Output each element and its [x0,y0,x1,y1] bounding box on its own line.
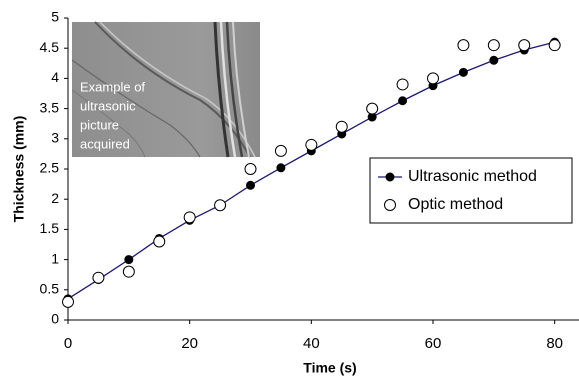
data-point [215,200,226,211]
data-point [275,145,286,156]
y-tick-label: 2 [51,190,59,206]
legend-label: Ultrasonic method [408,168,537,185]
y-tick-label: 2.5 [40,160,60,176]
legend-label: Optic method [408,196,503,213]
data-point [63,296,74,307]
data-point [336,121,347,132]
data-point [245,164,256,175]
x-axis-label: Time (s) [303,360,356,376]
y-tick-label: 0.5 [40,281,60,297]
data-point [488,40,499,51]
data-point [367,103,378,114]
data-point [397,79,408,90]
x-tick-label: 80 [546,335,563,352]
annotation: Example of [80,79,145,94]
data-point [184,212,195,223]
data-point [519,40,530,51]
chart: Time (s) Thickness (mm) Example of ultras… [0,0,579,378]
data-point [154,236,165,247]
y-tick-label: 3 [51,130,59,146]
data-point [458,40,469,51]
data-point [125,256,133,264]
x-tick-label: 20 [181,335,198,352]
data-point [123,266,134,277]
annotation: ultrasonic [80,98,136,113]
y-tick-label: 1 [51,250,59,266]
data-point [490,56,498,64]
x-tick-label: 60 [425,335,442,352]
data-point [459,68,467,76]
data-point [277,164,285,172]
data-point [399,97,407,105]
y-axis-label: Thickness (mm) [11,116,27,223]
y-tick-label: 1.5 [40,220,60,236]
legend-marker [386,173,394,181]
annotation: acquired [80,136,130,151]
y-tick-label: 0 [51,311,59,327]
data-point [428,73,439,84]
x-tick-label: 40 [303,335,320,352]
data-point [549,40,560,51]
data-point [93,272,104,283]
data-point [247,181,255,189]
annotation: picture [80,117,119,132]
y-tick-label: 3.5 [40,99,60,115]
data-point [306,139,317,150]
x-tick-label: 0 [64,335,72,352]
legend-marker [385,200,396,211]
y-tick-label: 4.5 [40,39,60,55]
y-tick-label: 5 [51,9,59,25]
y-tick-label: 4 [51,69,59,85]
